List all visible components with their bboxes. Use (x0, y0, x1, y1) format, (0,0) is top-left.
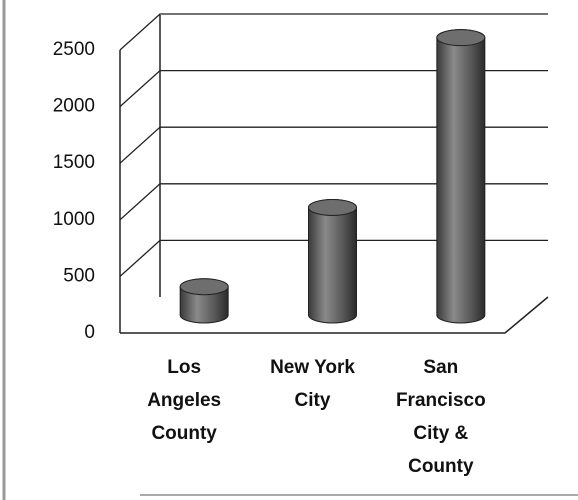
grid-line (119, 239, 548, 277)
y-tick-label: 2000 (53, 96, 95, 117)
y-tick-label: 500 (63, 265, 95, 286)
bar-top (436, 29, 486, 47)
bar (308, 198, 357, 324)
bar (436, 29, 486, 324)
x-tick-label: Los Angeles County (147, 357, 221, 444)
y-tick-label: 1000 (53, 209, 95, 230)
bar-top (308, 198, 357, 216)
grid-line (119, 183, 548, 221)
y-tick-label: 2500 (53, 39, 95, 60)
bar-top (179, 278, 229, 296)
floor-edge (120, 296, 549, 334)
cylinder (308, 198, 357, 324)
cylinder (179, 278, 229, 324)
y-tick-label: 0 (84, 322, 95, 343)
grid-line (119, 13, 548, 51)
cylinder (436, 29, 486, 324)
x-tick-label: San Francisco City & County (396, 357, 486, 477)
x-tick-label: New York City (270, 357, 355, 411)
grid-line (119, 126, 548, 164)
y-tick-label: 1500 (53, 152, 95, 173)
grid-line (119, 69, 548, 108)
